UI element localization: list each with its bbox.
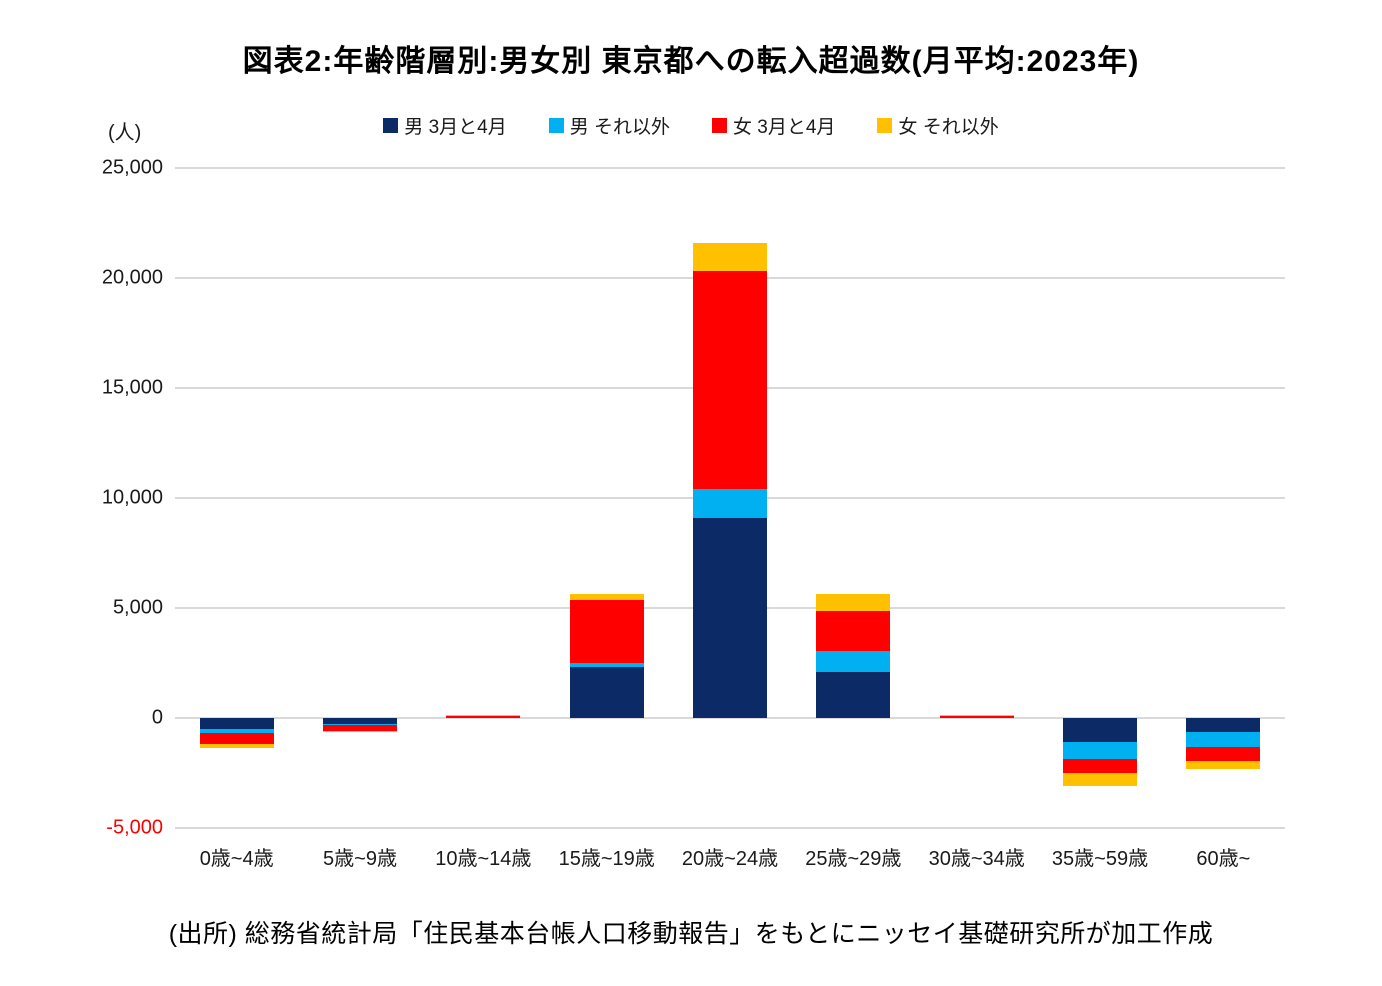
bar-segment — [692, 271, 767, 490]
bar-segment — [816, 611, 891, 651]
x-tick-label: 10歳~14歳 — [435, 848, 532, 870]
x-axis: 0歳~4歳 5歳~9歳 10歳~14歳 15歳~19歳 20歳~24歳 25歳~29歳 30… — [175, 842, 1285, 876]
source-note: (出所) 総務省統計局「住民基本台帳人口移動報告」をもとにニッセイ基礎研究所が加… — [168, 920, 1214, 948]
gridline — [175, 717, 1285, 719]
bar-segment — [1062, 759, 1137, 774]
bar-segment — [569, 594, 644, 600]
legend-label: 女 それ以外 — [898, 117, 999, 138]
y-tick-label: 0 — [151, 706, 163, 729]
legend-item-2: 女 3月と4月 — [712, 112, 835, 139]
bar-segment — [569, 599, 644, 663]
bar-segment — [569, 663, 644, 668]
y-tick-label: 25,000 — [101, 156, 163, 179]
bar-35歳~59歳 — [1038, 168, 1161, 828]
bar-segment — [199, 744, 274, 748]
bar-segment — [1186, 732, 1261, 747]
legend: 男 3月と4月 男 それ以外 女 3月と4月 女 それ以外 — [0, 112, 1382, 139]
gridline — [175, 827, 1285, 829]
legend-label: 男 それ以外 — [569, 117, 670, 138]
bar-segment — [322, 724, 397, 731]
bar-segment — [322, 724, 397, 725]
chart-title: 図表2:年齢階層別:男女別 東京都への転入超過数(月平均:2023年) — [242, 45, 1140, 78]
bar-segment — [1186, 746, 1261, 761]
legend-swatch-icon — [548, 118, 564, 133]
x-tick-label: 25歳~29歳 — [805, 848, 902, 870]
bar-5歳~9歳 — [298, 168, 421, 828]
bar-segment — [446, 715, 521, 718]
x-tick-label: 0歳~4歳 — [199, 848, 274, 870]
bar-segment — [1186, 718, 1261, 733]
bar-segment — [816, 593, 891, 612]
bar-segment — [939, 714, 1014, 717]
bar-segment — [692, 489, 767, 518]
legend-swatch-icon — [877, 118, 893, 133]
bar-15歳~19歳 — [545, 168, 668, 828]
legend-label: 男 3月と4月 — [404, 117, 507, 138]
legend-item-3: 女 それ以外 — [877, 112, 999, 139]
legend-swatch-icon — [383, 118, 399, 133]
bar-0歳~4歳 — [175, 168, 298, 828]
y-tick-label: 15,000 — [101, 376, 163, 399]
bar-segment — [1062, 718, 1137, 743]
bar-segment — [939, 716, 1014, 718]
bar-segment — [322, 730, 397, 733]
bar-segment — [1062, 742, 1137, 760]
legend-item-0: 男 3月と4月 — [383, 112, 507, 139]
y-tick-label: 5,000 — [112, 596, 163, 619]
bar-segment — [816, 671, 891, 718]
x-tick-label: 15歳~19歳 — [558, 848, 655, 870]
bar-segment — [199, 733, 274, 745]
bar-segment — [692, 242, 767, 272]
bar-segment — [1186, 760, 1261, 769]
legend-item-1: 男 それ以外 — [548, 112, 670, 139]
bar-segment — [569, 667, 644, 718]
y-tick-label: 20,000 — [101, 266, 163, 289]
y-tick-label: -5,000 — [106, 816, 163, 839]
bar-segment — [199, 728, 274, 734]
bar-30歳~34歳 — [915, 168, 1038, 828]
legend-label: 女 3月と4月 — [733, 117, 836, 138]
bar-segment — [816, 650, 891, 672]
x-tick-label: 20歳~24歳 — [681, 848, 779, 870]
bar-20歳~24歳 — [668, 168, 791, 828]
bar-segment — [692, 517, 767, 718]
x-tick-label: 5歳~9歳 — [323, 848, 397, 870]
bar-segment — [322, 718, 397, 725]
bar-25歳~29歳 — [792, 168, 915, 828]
legend-swatch-icon — [712, 118, 727, 133]
y-tick-label: 10,000 — [101, 486, 163, 509]
bar-segment — [446, 714, 521, 716]
bar-10歳~14歳 — [422, 168, 545, 828]
bar-segment — [199, 718, 274, 729]
x-tick-label: 60歳~ — [1196, 848, 1251, 870]
gridline — [175, 167, 1285, 169]
bar-segment — [1062, 773, 1137, 786]
x-tick-label: 35歳~59歳 — [1051, 848, 1149, 870]
plot-area: 25,000 20,000 15,000 10,000 5,000 0 -5,000 — [102, 157, 1285, 839]
x-tick-label: 30歳~34歳 — [928, 848, 1025, 870]
bar-60歳~ — [1162, 168, 1285, 828]
y-axis-unit-label: (人) — [108, 122, 142, 144]
